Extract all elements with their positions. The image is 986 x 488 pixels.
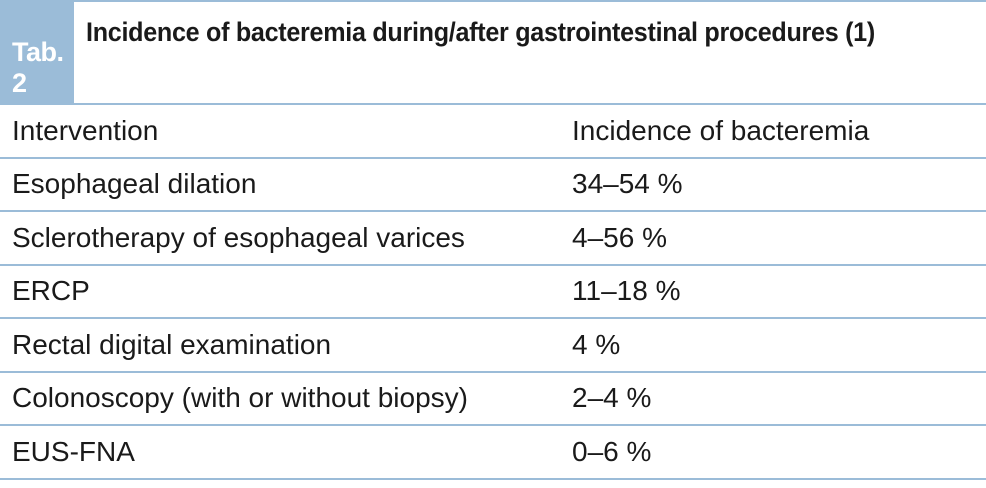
intervention-cell: EUS-FNA <box>12 435 135 467</box>
tab-label: Tab. 2 <box>12 37 64 98</box>
column-header-row: Intervention Incidence of bacteremia <box>0 105 986 159</box>
tab-label-box: Tab. 2 <box>0 0 74 105</box>
column-header-intervention: Intervention <box>12 114 159 146</box>
table-row: Sclerotherapy of esophageal varices 4–56… <box>0 212 986 266</box>
table-row: Rectal digital examination 4 % <box>0 319 986 373</box>
title-box: Incidence of bacteremia during/after gas… <box>74 0 986 105</box>
table-row: Esophageal dilation 34–54 % <box>0 159 986 212</box>
table-row: ERCP 11–18 % <box>0 266 986 319</box>
table-row: EUS-FNA 0–6 % <box>0 426 986 480</box>
intervention-cell: ERCP <box>12 275 90 307</box>
incidence-cell: 4–56 % <box>572 221 667 253</box>
incidence-cell: 4 % <box>572 328 621 360</box>
table-grid: Intervention Incidence of bacteremia Eso… <box>0 105 986 480</box>
intervention-cell: Esophageal dilation <box>12 168 257 200</box>
table-title: Incidence of bacteremia during/after gas… <box>86 17 875 47</box>
intervention-cell: Rectal digital examination <box>12 328 332 360</box>
incidence-cell: 2–4 % <box>572 382 652 414</box>
incidence-cell: 11–18 % <box>572 275 681 307</box>
incidence-cell: 0–6 % <box>572 435 652 467</box>
incidence-cell: 34–54 % <box>572 168 683 200</box>
intervention-cell: Colonoscopy (with or without biopsy) <box>12 382 468 414</box>
table-row: Colonoscopy (with or without biopsy) 2–4… <box>0 373 986 426</box>
intervention-cell: Sclerotherapy of esophageal varices <box>12 221 465 253</box>
column-header-incidence: Incidence of bacteremia <box>572 114 870 146</box>
table-header: Tab. 2 Incidence of bacteremia during/af… <box>0 0 986 105</box>
